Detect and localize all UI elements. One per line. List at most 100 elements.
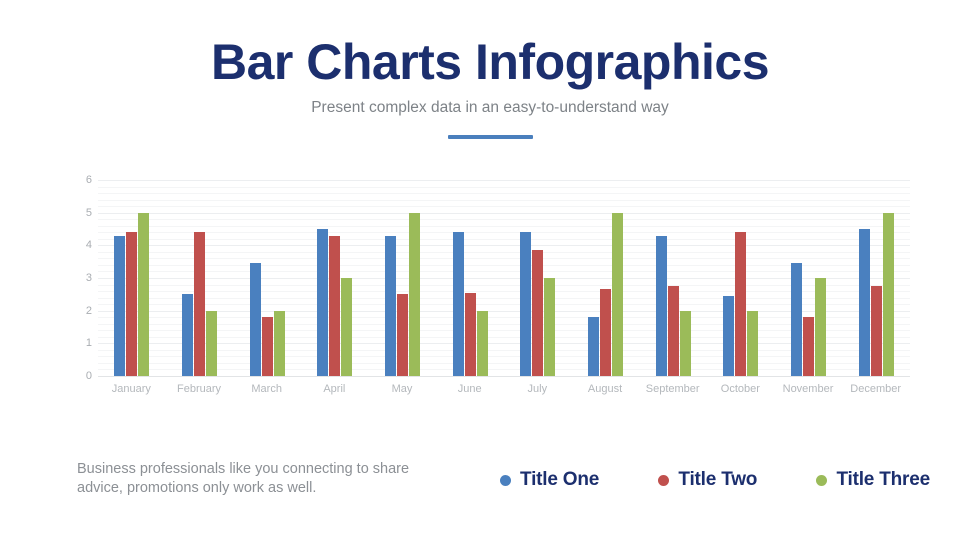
gridline [98, 284, 910, 286]
legend-item-label: Title Two [678, 469, 758, 490]
bar [544, 278, 556, 376]
bar [249, 263, 261, 376]
x-axis-tick-label: March [251, 383, 282, 395]
gridline [98, 304, 910, 306]
bar-group [655, 180, 691, 376]
bar [870, 286, 882, 376]
bar [815, 278, 826, 376]
x-axis-tick-label: October [720, 383, 760, 395]
bar-group [723, 180, 759, 376]
gridline [98, 349, 910, 351]
x-axis-tick-label: January [111, 383, 151, 395]
gridline [98, 232, 910, 234]
gridline [98, 238, 910, 240]
bar-group [385, 180, 420, 376]
gridline [98, 330, 910, 332]
plot-canvas [98, 180, 910, 377]
gridline [98, 264, 910, 266]
bar [476, 310, 488, 376]
plot-wrapper: 0 1 2 3 4 5 6 January February March April May June… [70, 174, 915, 410]
bar [723, 295, 735, 376]
gridline [98, 219, 910, 221]
gridline [98, 297, 910, 299]
bar-group [182, 180, 217, 376]
legend-item[interactable]: Title Three [816, 469, 930, 491]
bar-group [317, 180, 353, 376]
legend-item-label: Title One [520, 469, 600, 490]
bar [341, 278, 353, 376]
bar [409, 212, 420, 376]
bar [791, 263, 802, 376]
bar [520, 232, 532, 376]
legend-color-dot-icon [816, 474, 828, 486]
legend-color-dot-icon [658, 474, 670, 486]
y-axis-tick-label: 0 [85, 370, 92, 382]
x-axis-tick-label: December [850, 383, 902, 395]
bar [600, 289, 611, 376]
bar [655, 235, 667, 376]
bar [588, 317, 599, 376]
bar [182, 294, 193, 376]
gridline [98, 291, 910, 293]
bar [858, 229, 870, 376]
gridline [98, 180, 910, 181]
legend-color-dot-icon [500, 474, 511, 486]
bar [612, 212, 623, 376]
bar [679, 310, 691, 376]
gridline [98, 199, 910, 201]
gridline [98, 258, 910, 260]
gridline [98, 356, 910, 358]
y-axis-tick-label: 1 [85, 337, 92, 350]
bar [261, 317, 273, 376]
gridline [98, 212, 910, 214]
bar [397, 294, 408, 376]
gridline [98, 278, 910, 279]
y-axis: 0 1 2 3 4 5 6 [70, 174, 92, 382]
x-axis-tick-label: May [391, 383, 413, 395]
x-axis-tick-label: April [323, 383, 346, 395]
gridline [98, 376, 910, 377]
gridline [98, 343, 910, 345]
bar [882, 212, 894, 376]
bar-group [452, 180, 488, 376]
footer-note: Business professionals like you connecti… [77, 461, 410, 496]
bar [138, 212, 150, 376]
page-subtitle: Present complex data in an easy-to-under… [311, 99, 669, 116]
bar [747, 310, 759, 376]
x-axis-tick-label: June [457, 383, 482, 395]
bar-group [791, 180, 826, 376]
bar-chart: 0 1 2 3 4 5 6 January February March April May June… [0, 174, 980, 425]
legend-item[interactable]: Title Two [658, 469, 757, 491]
x-axis-tick-label: February [176, 383, 222, 395]
bar-group [520, 180, 556, 376]
y-axis-tick-label: 5 [85, 206, 92, 219]
bar [667, 286, 679, 376]
gridline [98, 369, 910, 371]
x-axis-tick-label: September [645, 383, 700, 395]
gridline [98, 193, 910, 195]
chart-legend: Title One Title Two Title Three [500, 463, 930, 497]
gridline [98, 323, 910, 325]
bar [194, 232, 205, 376]
gridline [98, 225, 910, 227]
page-title: Bar Charts Infographics [210, 34, 770, 90]
gridline [98, 310, 910, 312]
bar [317, 229, 329, 376]
bar [464, 292, 476, 376]
bar-groups [98, 180, 910, 376]
y-axis-tick-label: 3 [85, 272, 92, 284]
gridline [98, 206, 910, 208]
x-axis-tick-label: August [587, 383, 623, 395]
gridline [98, 186, 910, 188]
gridline [98, 362, 910, 364]
bar [532, 250, 544, 376]
x-axis-tick-label: July [527, 383, 548, 395]
bar [385, 235, 396, 376]
gridline [98, 317, 910, 319]
bar-group [114, 180, 150, 376]
bar [114, 235, 126, 376]
x-axis-tick-label: November [782, 383, 834, 395]
bar [735, 232, 747, 376]
bar [206, 310, 217, 376]
legend-item[interactable]: Title One [500, 469, 599, 491]
